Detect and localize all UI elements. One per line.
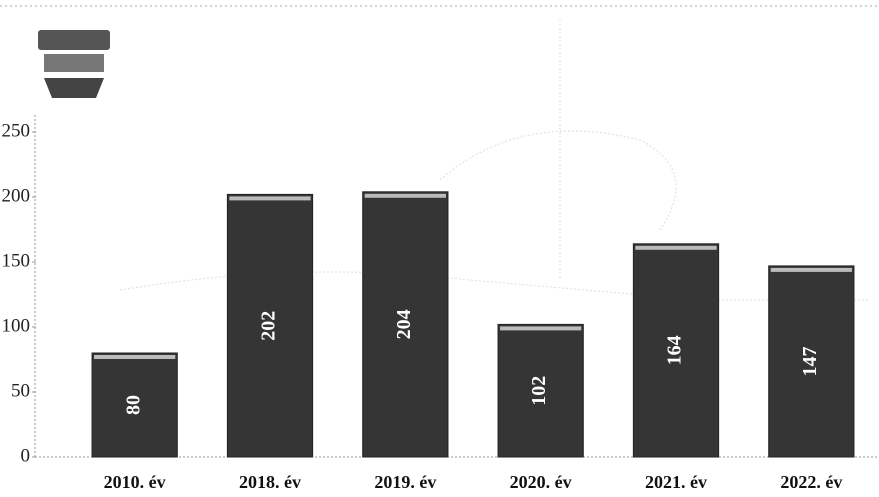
value-label: 202 — [258, 311, 280, 341]
bar-highlight — [635, 245, 717, 250]
y-tick-label: 150 — [2, 250, 31, 271]
background-drawing — [119, 20, 870, 301]
bar-highlight — [94, 355, 176, 359]
y-tick-label: 250 — [2, 120, 31, 141]
x-tick-label: 2010. év — [104, 472, 166, 492]
bar-highlight — [229, 196, 311, 201]
bar — [768, 265, 855, 458]
bar-highlight — [500, 326, 582, 331]
y-tick-label: 200 — [2, 185, 31, 206]
x-tick-label: 2020. év — [510, 472, 572, 492]
y-tick-label: 100 — [2, 315, 31, 336]
bar — [497, 323, 584, 458]
bar — [632, 243, 720, 458]
bar — [91, 352, 178, 458]
x-tick-label: 2018. év — [239, 472, 301, 492]
value-label: 80 — [122, 395, 144, 415]
value-label: 102 — [528, 376, 550, 406]
value-label: 204 — [393, 309, 415, 339]
y-tick-label: 0 — [21, 445, 31, 466]
x-tick-label: 2021. év — [645, 472, 707, 492]
x-tick-label: 2019. év — [374, 472, 436, 492]
bar — [362, 191, 449, 458]
bar-highlight — [770, 267, 852, 272]
value-label: 147 — [799, 346, 821, 376]
y-tick-label: 50 — [11, 380, 30, 401]
logo — [38, 30, 110, 98]
x-tick-label: 2022. év — [780, 472, 842, 492]
bar — [226, 193, 314, 458]
value-label: 164 — [664, 335, 686, 365]
bar-highlight — [364, 193, 446, 198]
